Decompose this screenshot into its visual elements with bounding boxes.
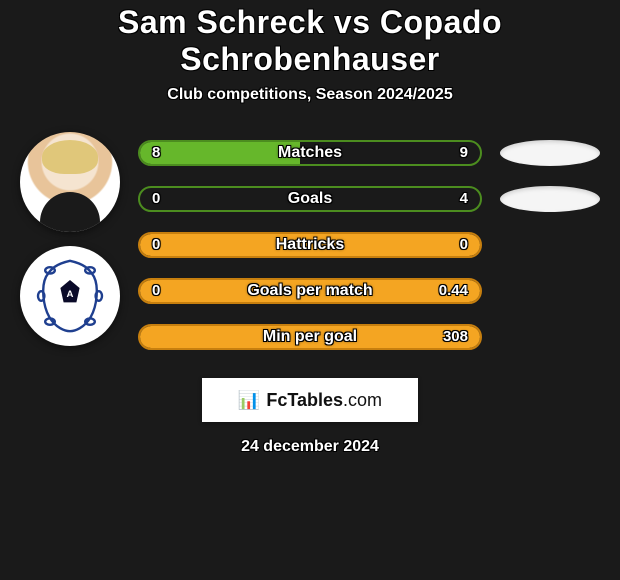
watermark-text: FcTables.com [266,390,382,411]
svg-text:A: A [67,289,74,300]
player-avatar [20,132,120,232]
player2-avatar-placeholder [500,140,600,166]
stat-bar-track [138,324,482,350]
stat-row: 89Matches [138,140,482,166]
stats-column: 89Matches 04Goals 00Hattricks 00.44Goals pe… [130,132,490,350]
stat-bar-fill [140,142,300,164]
page-title: Sam Schreck vs Copado Schrobenhauser [0,4,620,78]
stat-bar-track [138,232,482,258]
stat-bar-fill [140,280,480,302]
stat-bar-fill [140,234,480,256]
date-label: 24 december 2024 [0,438,620,456]
stat-row: 00Hattricks [138,232,482,258]
stat-bar-fill [140,326,480,348]
content-row: A 89Matches 04Goals 00Hattricks 00.44Goals … [0,132,620,350]
stat-row: 308Min per goal [138,324,482,350]
stat-bar-track [138,278,482,304]
chart-icon: 📊 [238,390,260,411]
right-column [490,132,610,212]
stat-row: 04Goals [138,186,482,212]
comparison-card: Sam Schreck vs Copado Schrobenhauser Clu… [0,0,620,456]
stat-bar-track [138,140,482,166]
club2-crest-placeholder [500,186,600,212]
crest-icon: A [30,256,110,336]
stat-bar-track [138,186,482,212]
club-crest: A [20,246,120,346]
left-column: A [10,132,130,346]
stat-row: 00.44Goals per match [138,278,482,304]
watermark: 📊 FcTables.com [202,378,418,422]
subtitle: Club competitions, Season 2024/2025 [0,86,620,104]
